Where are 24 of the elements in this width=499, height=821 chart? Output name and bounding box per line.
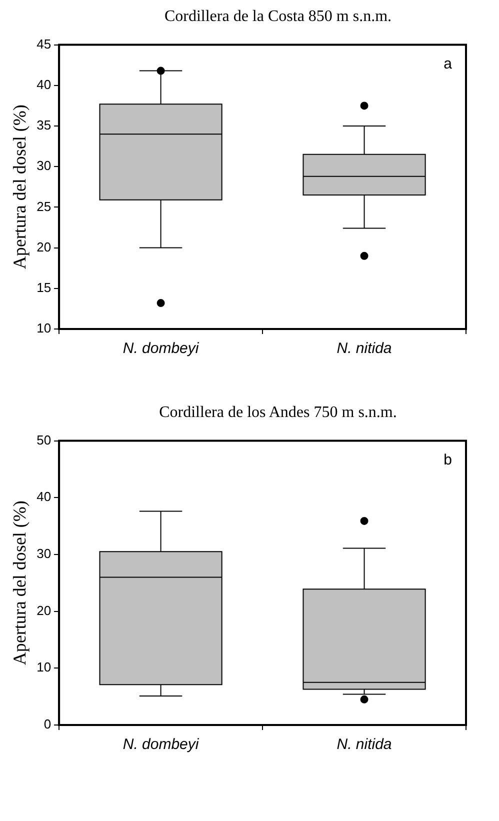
- y-tick-label: 20: [36, 239, 52, 254]
- y-tick-label: 40: [36, 76, 52, 92]
- x-tick-label: N. nitida: [336, 736, 392, 754]
- y-tick-label: 15: [36, 280, 52, 295]
- y-tick-label: 30: [36, 158, 52, 174]
- y-tick-label: 35: [36, 118, 52, 133]
- y-tick-label: 30: [36, 546, 52, 562]
- y-tick-label: 45: [36, 36, 52, 52]
- x-tick-label: N. dombeyi: [122, 340, 200, 358]
- y-tick-label: 50: [36, 432, 52, 448]
- chart-title: Cordillera de los Andes 750 m s.n.m.: [158, 404, 398, 423]
- y-tick-label: 25: [36, 198, 52, 214]
- y-axis-title: Apertura del dosel (%): [10, 500, 30, 666]
- y-tick-label: 10: [36, 660, 52, 675]
- y-axis-title: Apertura del dosel (%): [10, 104, 30, 270]
- y-tick-label: 10: [36, 320, 52, 336]
- x-tick-label: N. dombeyi: [122, 736, 200, 754]
- y-tick-label: 40: [36, 489, 52, 504]
- x-tick-label: N. nitida: [336, 340, 392, 358]
- y-tick-label: 0: [44, 716, 52, 732]
- chart-title: Cordillera de la Costa 850 m s.n.m.: [163, 8, 393, 27]
- annotation: b: [444, 451, 452, 468]
- annotation: a: [444, 55, 453, 72]
- y-tick-label: 20: [36, 602, 52, 618]
